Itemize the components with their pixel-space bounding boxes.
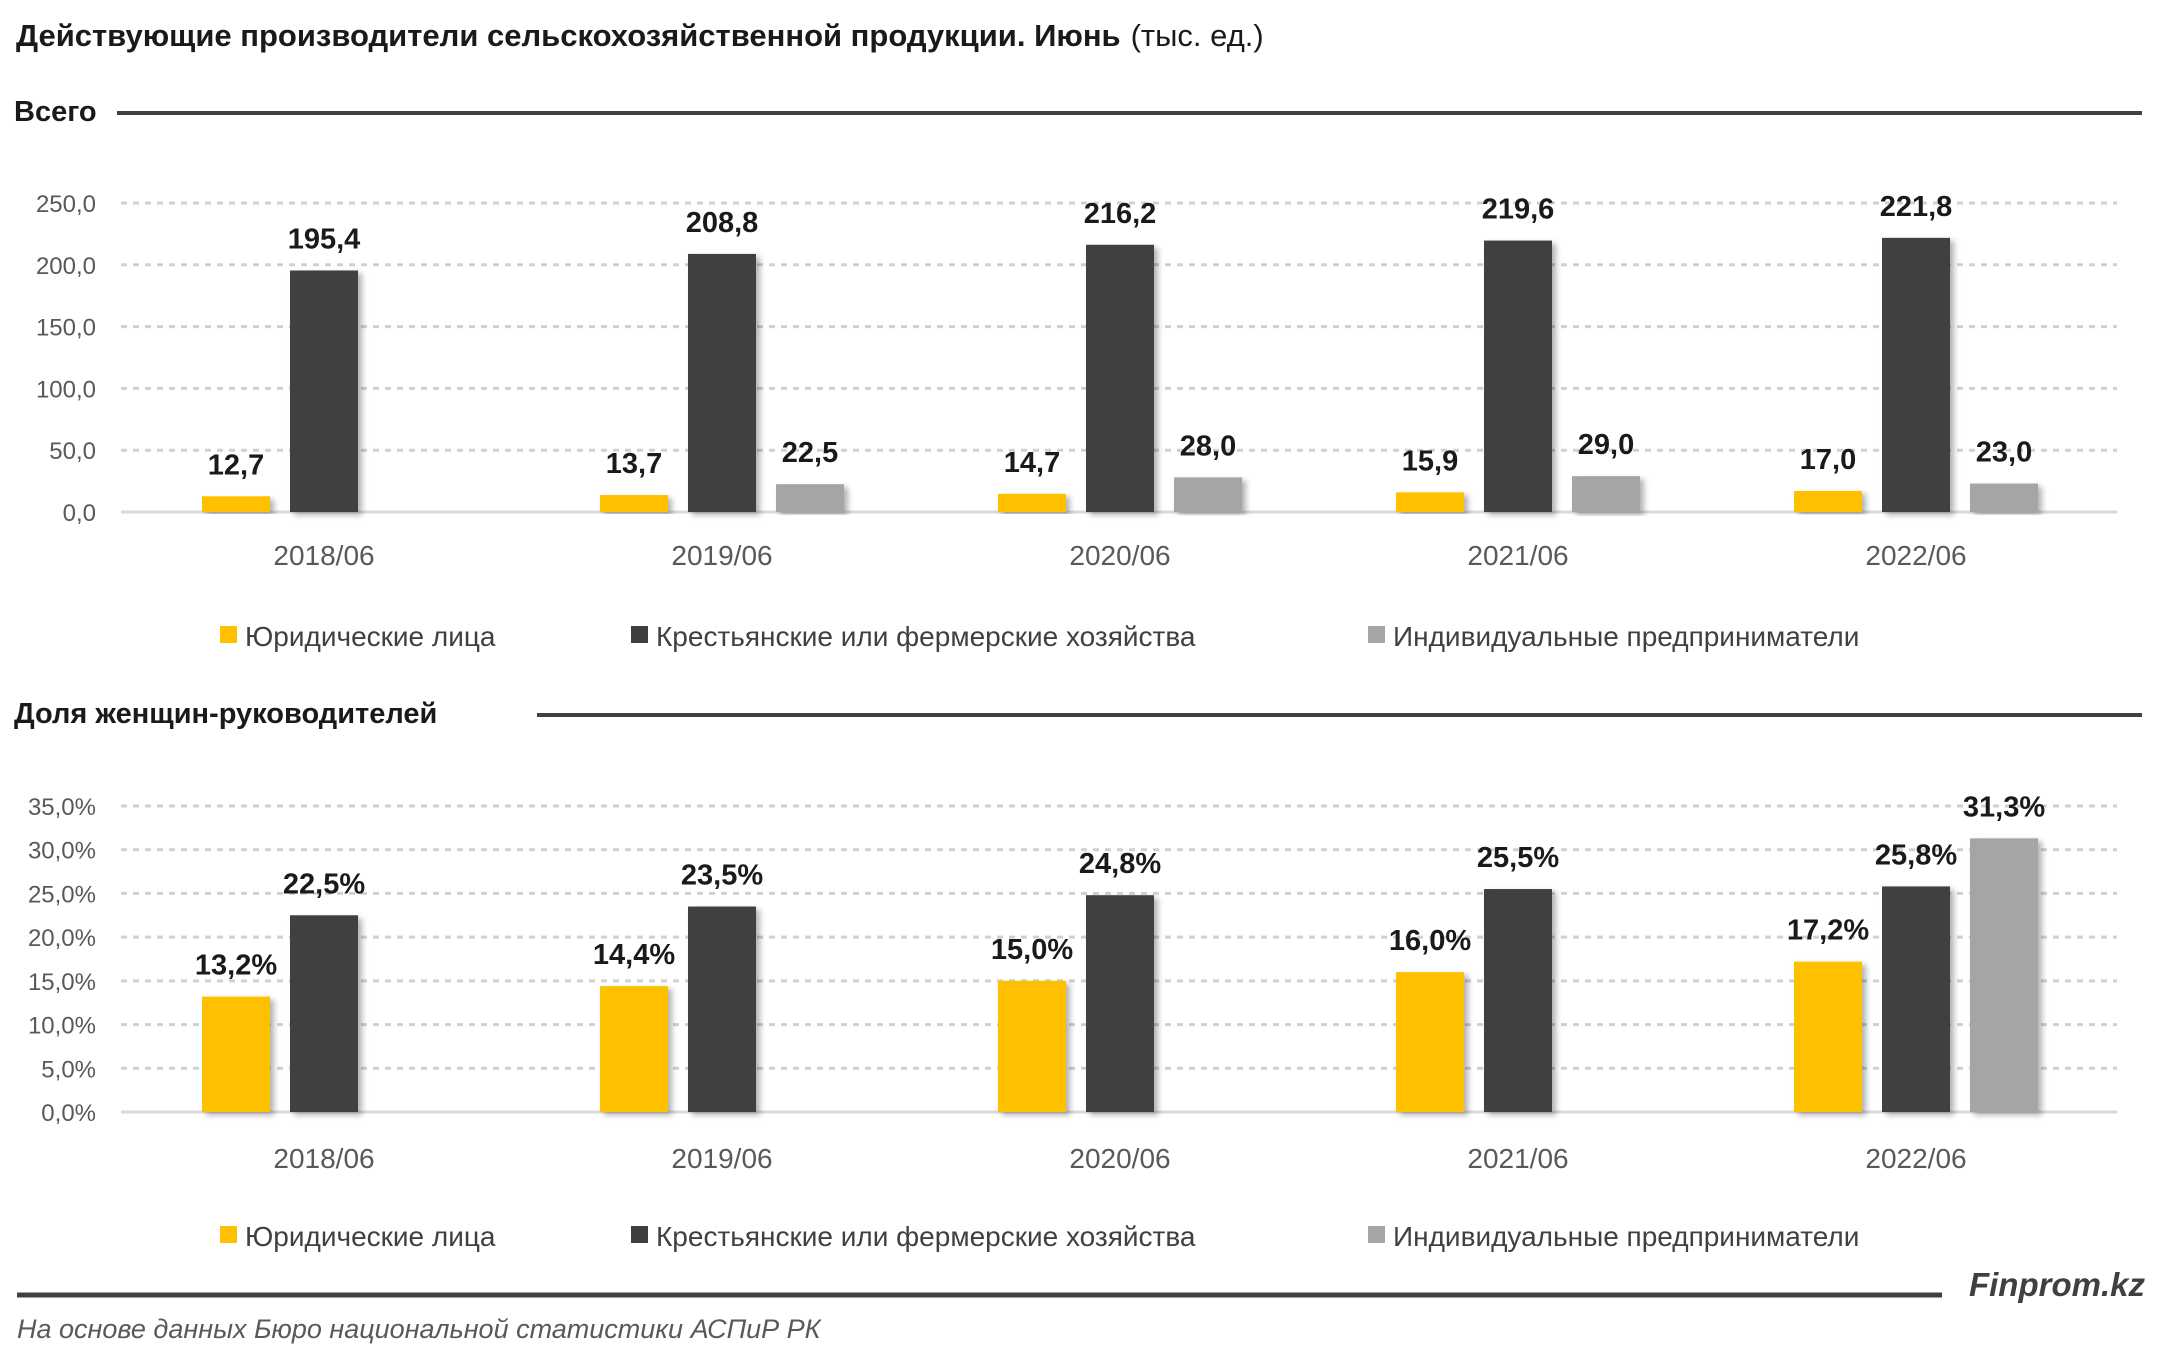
data-label: 208,8 bbox=[686, 207, 759, 239]
bar bbox=[1970, 838, 2038, 1112]
bar bbox=[1794, 490, 1862, 512]
x-tick-label: 2021/06 bbox=[1467, 540, 1568, 571]
legend-swatch bbox=[1368, 1226, 1385, 1243]
bar bbox=[1484, 240, 1552, 512]
y-tick-label: 25,0% bbox=[28, 881, 96, 908]
data-label: 31,3% bbox=[1963, 791, 2045, 823]
x-tick-label: 2020/06 bbox=[1069, 540, 1170, 571]
data-label: 219,6 bbox=[1482, 194, 1555, 226]
data-label: 23,0 bbox=[1976, 437, 2032, 469]
bar bbox=[1970, 483, 2038, 512]
bar bbox=[290, 915, 358, 1112]
bar bbox=[1396, 492, 1464, 512]
data-label: 16,0% bbox=[1389, 925, 1471, 957]
data-label: 195,4 bbox=[288, 223, 361, 255]
y-tick-label: 15,0% bbox=[28, 969, 96, 996]
data-label: 14,4% bbox=[593, 939, 675, 971]
x-tick-label: 2018/06 bbox=[273, 540, 374, 571]
data-label: 13,7 bbox=[606, 448, 662, 480]
y-tick-label: 30,0% bbox=[28, 838, 96, 865]
bar bbox=[1086, 244, 1154, 512]
bar bbox=[1174, 477, 1242, 512]
bar bbox=[290, 270, 358, 512]
legend-swatch bbox=[220, 626, 237, 643]
data-label: 17,0 bbox=[1800, 444, 1856, 476]
source-note: На основе данных Бюро национальной стати… bbox=[17, 1314, 823, 1344]
bar bbox=[1086, 895, 1154, 1112]
data-label: 221,8 bbox=[1880, 191, 1953, 223]
legend-label: Индивидуальные предприниматели bbox=[1393, 621, 1859, 652]
data-label: 29,0 bbox=[1578, 429, 1634, 461]
y-tick-label: 100,0 bbox=[36, 376, 96, 403]
bar bbox=[998, 980, 1066, 1112]
data-label: 25,5% bbox=[1477, 842, 1559, 874]
y-tick-label: 0,0% bbox=[41, 1100, 96, 1127]
x-tick-label: 2022/06 bbox=[1865, 540, 1966, 571]
bar bbox=[1396, 972, 1464, 1112]
data-label: 216,2 bbox=[1084, 198, 1157, 230]
bar bbox=[202, 996, 270, 1112]
section-title-total: Всего bbox=[14, 96, 97, 128]
data-label: 15,0% bbox=[991, 934, 1073, 966]
title-unit: (тыс. ед.) bbox=[1131, 18, 1264, 53]
bar bbox=[688, 906, 756, 1112]
y-tick-label: 10,0% bbox=[28, 1013, 96, 1040]
data-label: 28,0 bbox=[1180, 430, 1236, 462]
legend-swatch bbox=[1368, 626, 1385, 643]
data-label: 22,5% bbox=[283, 868, 365, 900]
bar bbox=[600, 986, 668, 1112]
x-tick-label: 2021/06 bbox=[1467, 1143, 1568, 1174]
y-tick-label: 5,0% bbox=[41, 1056, 96, 1083]
bar bbox=[1484, 889, 1552, 1112]
bar bbox=[202, 496, 270, 512]
y-tick-label: 200,0 bbox=[36, 253, 96, 280]
y-tick-label: 150,0 bbox=[36, 315, 96, 342]
x-tick-label: 2022/06 bbox=[1865, 1143, 1966, 1174]
bar bbox=[998, 493, 1066, 512]
data-label: 25,8% bbox=[1875, 839, 1957, 871]
bar bbox=[776, 484, 844, 512]
legend-label: Юридические лица bbox=[245, 1221, 496, 1252]
y-tick-label: 250,0 bbox=[36, 191, 96, 218]
bar bbox=[1572, 476, 1640, 512]
y-tick-label: 50,0 bbox=[49, 438, 96, 465]
legend-label: Крестьянские или фермерские хозяйства bbox=[656, 621, 1196, 652]
data-label: 23,5% bbox=[681, 860, 763, 892]
data-label: 17,2% bbox=[1787, 915, 1869, 947]
legend-label: Крестьянские или фермерские хозяйства bbox=[656, 1221, 1196, 1252]
y-tick-label: 0,0 bbox=[63, 500, 96, 527]
data-label: 12,7 bbox=[208, 449, 264, 481]
data-label: 22,5 bbox=[782, 437, 838, 469]
title-main: Действующие производители сельскохозяйст… bbox=[16, 18, 1121, 53]
legend-swatch bbox=[631, 626, 648, 643]
chart-women-share: 0,0% 5,0% 10,0% 15,0% 20,0% 25,0% 30,0% 35,0% 20… bbox=[28, 791, 2117, 1174]
brand-logo: Finprom.kz bbox=[1969, 1266, 2146, 1303]
bar bbox=[1882, 886, 1950, 1112]
page-title: Действующие производители сельскохозяйст… bbox=[16, 18, 1264, 53]
y-tick-label: 35,0% bbox=[28, 794, 96, 821]
bar bbox=[1882, 237, 1950, 512]
x-tick-label: 2019/06 bbox=[671, 1143, 772, 1174]
bar bbox=[600, 495, 668, 512]
data-label: 24,8% bbox=[1079, 848, 1161, 880]
legend-swatch bbox=[220, 1226, 237, 1243]
legend-label: Юридические лица bbox=[245, 621, 496, 652]
bar bbox=[688, 253, 756, 512]
bar bbox=[1794, 961, 1862, 1112]
section-title-women-share: Доля женщин-руководителей bbox=[14, 698, 437, 730]
data-label: 13,2% bbox=[195, 950, 277, 982]
data-label: 14,7 bbox=[1004, 447, 1060, 479]
legend-total: Юридические лица Крестьянские или фермерс… bbox=[220, 621, 1859, 652]
x-tick-label: 2020/06 bbox=[1069, 1143, 1170, 1174]
x-tick-label: 2018/06 bbox=[273, 1143, 374, 1174]
chart-total: 0,0 50,0 100,0 150,0 200,0 250,0 2018/06 12,7 19… bbox=[36, 191, 2117, 571]
data-label: 15,9 bbox=[1402, 445, 1458, 477]
legend-swatch bbox=[631, 1226, 648, 1243]
legend-women-share: Юридические лица Крестьянские или фермерс… bbox=[220, 1221, 1859, 1252]
x-tick-label: 2019/06 bbox=[671, 540, 772, 571]
y-tick-label: 20,0% bbox=[28, 925, 96, 952]
legend-label: Индивидуальные предприниматели bbox=[1393, 1221, 1859, 1252]
